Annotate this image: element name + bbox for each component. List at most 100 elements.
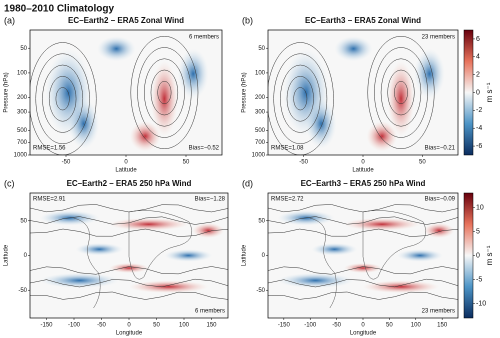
contour-line bbox=[157, 81, 172, 104]
field-anomaly bbox=[414, 48, 445, 99]
field-anomaly bbox=[129, 280, 209, 293]
contour-line bbox=[367, 36, 435, 149]
x-tick-label: 0 bbox=[127, 323, 131, 329]
contour-line bbox=[380, 58, 422, 127]
contour-line bbox=[150, 69, 179, 116]
field-anomaly bbox=[366, 121, 398, 152]
rmse-note: RMSE=2.72 bbox=[271, 197, 304, 203]
panel-label: (b) bbox=[242, 15, 253, 25]
panel-title: EC–Earth3 – ERA5 Zonal Wind bbox=[305, 16, 421, 25]
x-tick-label: 0 bbox=[361, 323, 365, 329]
x-tick-label: 100 bbox=[179, 323, 190, 329]
x-tick-label: -100 bbox=[304, 323, 317, 329]
y-tick-label: 500 bbox=[17, 128, 28, 134]
y-tick-label: 50 bbox=[258, 46, 265, 52]
panel-label: (a) bbox=[4, 15, 15, 25]
colorbar-label: m s⁻¹ bbox=[485, 82, 494, 102]
y-axis-label: Pressure (hPa) bbox=[242, 72, 248, 112]
x-tick-label: 150 bbox=[206, 323, 217, 329]
coastline bbox=[362, 210, 427, 280]
contour-line bbox=[35, 53, 90, 144]
colorbar bbox=[463, 192, 474, 319]
bias-note: Bias=−0.52 bbox=[189, 146, 220, 152]
x-tick-label: 0 bbox=[361, 160, 365, 166]
field-anomaly bbox=[109, 218, 189, 231]
y-tick-label: 50 bbox=[20, 218, 27, 224]
bias-note: Bias=−0.21 bbox=[425, 146, 456, 152]
y-axis-label: Latitude bbox=[242, 244, 248, 266]
contour-line bbox=[268, 42, 334, 155]
contour-line bbox=[30, 278, 228, 288]
colorbar-tick-label: -10 bbox=[476, 300, 486, 307]
x-axis-label: Longitude bbox=[350, 331, 377, 337]
y-axis-label: Pressure (hPa) bbox=[4, 72, 10, 112]
y-tick-label: 50 bbox=[258, 218, 265, 224]
field-anomaly bbox=[387, 61, 415, 137]
coastline bbox=[73, 217, 101, 309]
y-tick-label: 100 bbox=[17, 70, 28, 76]
members-note: 6 members bbox=[189, 35, 219, 41]
colorbar-tick-label: 4 bbox=[476, 54, 480, 61]
y-tick-label: -50 bbox=[256, 288, 265, 294]
panel-label: (c) bbox=[4, 178, 15, 188]
panel-title: EC–Earth2 – ERA5 Zonal Wind bbox=[68, 16, 184, 25]
field-anomaly bbox=[150, 61, 178, 137]
field-anomaly bbox=[311, 243, 358, 256]
colorbar-tick-label: -2 bbox=[476, 107, 482, 114]
panel-label: (d) bbox=[242, 178, 253, 188]
field-anomaly bbox=[177, 48, 209, 99]
coastline bbox=[309, 217, 337, 309]
contour-line bbox=[387, 69, 415, 116]
y-tick-label: 1000 bbox=[252, 153, 266, 159]
colorbar-tick-label: -5 bbox=[476, 276, 482, 283]
x-tick-label: -150 bbox=[278, 323, 291, 329]
contour-line bbox=[55, 87, 70, 111]
colorbar-tick-label: -6 bbox=[476, 143, 482, 150]
panel-title: EC–Earth3 – ERA5 250 hPa Wind bbox=[301, 179, 426, 188]
x-tick-label: -50 bbox=[332, 323, 341, 329]
x-tick-label: 0 bbox=[124, 160, 128, 166]
plot-area bbox=[268, 30, 458, 155]
rmse-note: RMSE=1.56 bbox=[33, 146, 66, 152]
field-anomaly bbox=[109, 263, 149, 273]
x-tick-label: -50 bbox=[97, 323, 106, 329]
figure-title: 1980–2010 Climatology bbox=[4, 4, 114, 15]
panel-title: EC–Earth2 – ERA5 250 hPa Wind bbox=[67, 179, 192, 188]
field-anomaly bbox=[306, 98, 337, 149]
field-anomaly bbox=[129, 121, 161, 152]
y-tick-label: 700 bbox=[255, 140, 266, 146]
field-anomaly bbox=[344, 218, 420, 231]
field-anomaly bbox=[397, 249, 443, 262]
field-anomaly bbox=[363, 280, 439, 293]
bias-note: Bias=−0.09 bbox=[425, 197, 456, 203]
x-tick-label: -150 bbox=[40, 323, 53, 329]
x-tick-label: 50 bbox=[183, 160, 190, 166]
contour-line bbox=[394, 81, 408, 104]
contour-line bbox=[268, 266, 458, 275]
x-axis-label: Latitude bbox=[115, 168, 137, 174]
contour-line bbox=[268, 291, 458, 300]
contour-line bbox=[280, 64, 321, 133]
y-axis-label: Latitude bbox=[4, 244, 10, 266]
contour-line bbox=[137, 47, 192, 138]
contour-line bbox=[30, 266, 228, 275]
members-note: 23 members bbox=[422, 35, 455, 41]
x-tick-label: -50 bbox=[62, 160, 71, 166]
colorbar-tick-label: 0 bbox=[476, 252, 480, 259]
x-tick-label: 50 bbox=[386, 323, 393, 329]
colorbar-label: m s⁻¹ bbox=[485, 245, 494, 265]
plot-area bbox=[30, 193, 228, 318]
y-tick-label: 1000 bbox=[14, 153, 28, 159]
contour-line bbox=[293, 87, 308, 111]
bias-note: Bias=−1.28 bbox=[195, 197, 226, 203]
field-anomaly bbox=[164, 249, 213, 262]
x-tick-label: -100 bbox=[68, 323, 81, 329]
colorbar-tick-label: 10 bbox=[476, 204, 484, 211]
contour-line bbox=[130, 36, 199, 149]
field-anomaly bbox=[277, 273, 354, 288]
field-anomaly bbox=[75, 243, 124, 256]
y-tick-label: 0 bbox=[24, 253, 28, 259]
field-anomaly bbox=[334, 36, 373, 62]
contour-line bbox=[30, 291, 228, 300]
